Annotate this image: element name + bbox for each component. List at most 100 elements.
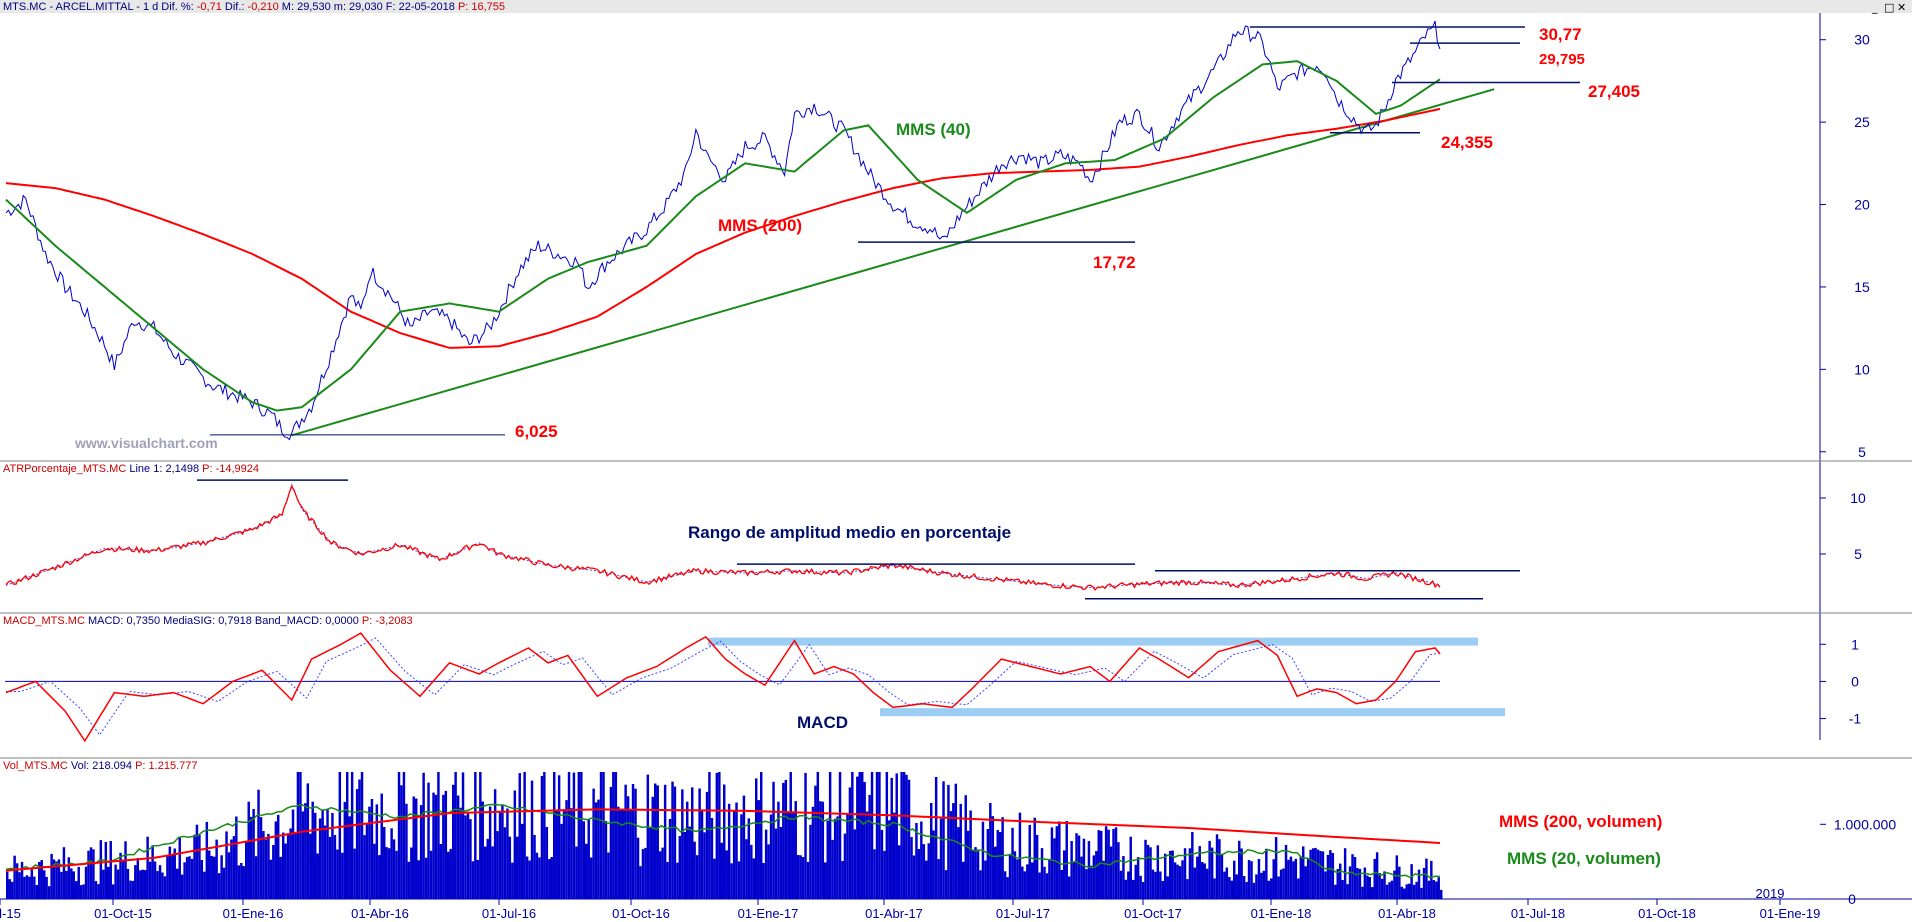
watermark: www.visualchart.com <box>74 435 218 451</box>
mms40-label: MMS (40) <box>896 120 971 139</box>
volume-bar <box>148 861 152 899</box>
volume-bar <box>752 858 756 899</box>
volume-bar <box>1016 859 1019 899</box>
volume-bar <box>1045 873 1049 899</box>
volume-bar <box>355 789 359 899</box>
y-tick-label: 0 <box>1848 891 1856 907</box>
volume-bar <box>471 861 475 899</box>
volume-bar <box>607 852 610 899</box>
volume-bar <box>750 844 753 899</box>
volume-bar <box>932 830 935 899</box>
volume-bar <box>249 816 253 899</box>
volume-bar <box>282 832 285 899</box>
volume-bar <box>447 851 450 899</box>
volume-bar <box>262 831 265 899</box>
volume-bar <box>1375 852 1379 899</box>
volume-bar <box>119 852 122 899</box>
volume-bar <box>710 818 714 899</box>
volume-bar <box>580 772 583 899</box>
close-icon[interactable]: ✕ <box>1897 1 1906 14</box>
volume-bar <box>1060 870 1064 899</box>
volume-bar <box>1193 867 1197 899</box>
volume-bar <box>1164 853 1167 899</box>
volume-bar <box>501 804 504 899</box>
volume-bar <box>13 855 16 899</box>
volume-bar <box>533 835 536 899</box>
header-title: MTS.MC - ARCEL.MITTAL - 1 d Dif. %: -0,7… <box>3 1 505 13</box>
volume-bar <box>971 849 975 899</box>
volume-bar <box>237 865 241 899</box>
volume-bar <box>23 876 26 899</box>
volume-bar <box>700 810 704 899</box>
volume-bar <box>346 772 349 899</box>
support-label: 29,795 <box>1539 51 1585 68</box>
volume-bar <box>252 809 255 899</box>
volume-bar <box>215 839 218 899</box>
volume-bar <box>331 812 334 899</box>
volume-bar <box>890 777 893 899</box>
volume-bar <box>617 806 620 899</box>
volume-bar <box>792 812 795 899</box>
series-line-atr <box>5 484 1441 592</box>
volume-bar <box>1166 876 1169 899</box>
volume-bar <box>121 859 125 899</box>
volume-bar <box>291 809 295 899</box>
window-controls[interactable]: _ □ ✕ <box>1871 1 1906 14</box>
volume-bar <box>1339 863 1342 899</box>
volume-bar <box>304 803 307 899</box>
volume-bar <box>920 821 923 899</box>
volume-bar <box>540 776 544 899</box>
volume-bar <box>1380 878 1384 899</box>
volume-bar <box>976 849 980 899</box>
volume-bar <box>587 819 590 899</box>
volume-bar <box>429 850 433 899</box>
volume-bar <box>614 772 618 899</box>
volume-bar <box>146 836 149 899</box>
volume-bar <box>321 809 324 899</box>
volume-bar <box>1358 868 1362 899</box>
volume-bar <box>410 847 413 899</box>
volume-bar <box>784 779 788 899</box>
volume-bar <box>969 810 972 899</box>
volume-bar <box>360 772 364 899</box>
atr-panel: 10 5 Rango de amplitud medio en porcentaje <box>5 479 1866 600</box>
volume-bar <box>1171 850 1174 899</box>
volume-bar <box>806 861 810 899</box>
volume-bar <box>816 772 820 899</box>
minimize-icon[interactable]: _ <box>1871 1 1878 14</box>
atr-annotation: Rango de amplitud medio en porcentaje <box>688 523 1011 542</box>
mms200-label: MMS (200) <box>718 216 802 235</box>
volume-bar <box>1026 864 1029 899</box>
maximize-icon[interactable]: □ <box>1884 1 1894 14</box>
volume-bar <box>787 812 790 899</box>
support-label: 6,025 <box>515 422 558 441</box>
volume-bar <box>506 808 509 899</box>
volume-bar <box>333 835 337 899</box>
volume-bar <box>1208 840 1211 899</box>
volume-bar <box>1361 886 1364 899</box>
volume-bar <box>1077 835 1081 899</box>
volume-bar <box>1008 855 1012 899</box>
y-tick-label: 5 <box>1858 444 1866 460</box>
volume-bar <box>94 881 98 899</box>
volume-bar <box>801 857 805 899</box>
volume-bar <box>488 806 492 899</box>
volume-bar <box>1210 847 1214 899</box>
volume-bar <box>461 772 465 899</box>
volume-bar <box>1383 871 1386 899</box>
volume-bar <box>1326 854 1330 899</box>
volume-bar <box>572 772 576 899</box>
volume-bar <box>878 772 881 899</box>
volume-bar <box>718 772 721 899</box>
volume-bar <box>1058 821 1061 899</box>
volume-bar <box>622 808 625 899</box>
volume-bar <box>493 789 497 899</box>
volume-bar <box>180 874 184 899</box>
support-label: 24,355 <box>1441 133 1493 152</box>
macd-annotation: MACD <box>797 713 848 732</box>
volume-bar <box>1127 871 1130 899</box>
volume-bar <box>814 785 817 899</box>
volume-bar <box>1319 851 1322 899</box>
volume-bar <box>1006 877 1009 899</box>
volume-bar <box>131 880 135 899</box>
